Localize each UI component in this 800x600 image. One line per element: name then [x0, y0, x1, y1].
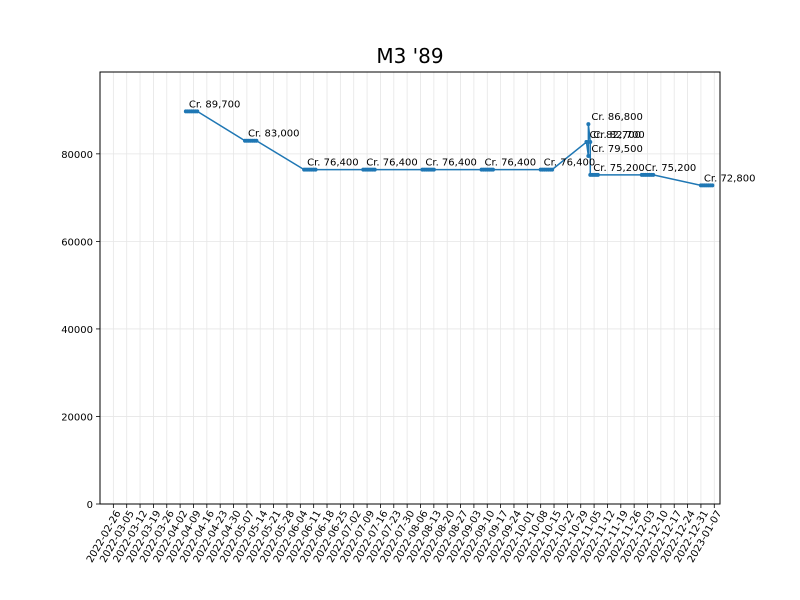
- data-label: Cr. 86,800: [591, 112, 643, 123]
- data-label: Cr. 89,700: [189, 99, 241, 110]
- data-point: [254, 138, 259, 143]
- data-point: [550, 167, 555, 172]
- data-point: [710, 183, 715, 188]
- data-point: [372, 167, 377, 172]
- series-layer: [183, 109, 715, 188]
- data-label: Cr. 83,000: [248, 129, 300, 140]
- data-label: Cr. 76,400: [544, 158, 596, 169]
- data-label: Cr. 82,700: [589, 130, 641, 141]
- data-point: [195, 109, 200, 114]
- data-point: [586, 122, 591, 127]
- data-label: Cr. 76,400: [307, 158, 359, 169]
- data-label: Cr. 75,200: [645, 163, 697, 174]
- data-label: Cr. 79,500: [591, 144, 643, 155]
- data-point: [431, 167, 436, 172]
- y-tick-label: 0: [87, 500, 93, 511]
- data-point: [313, 167, 318, 172]
- data-point: [595, 172, 600, 177]
- y-tick-label: 20000: [61, 412, 93, 423]
- y-axis: 0 20000 40000 60000 80000: [61, 150, 100, 511]
- y-tick-label: 40000: [61, 325, 93, 336]
- data-point: [584, 140, 589, 145]
- plot-frame: [99, 71, 721, 505]
- y-gridlines: [100, 153, 720, 505]
- y-tick-label: 80000: [61, 150, 93, 161]
- data-point: [490, 167, 495, 172]
- x-axis: 2022-02-262022-03-052022-03-122022-03-19…: [85, 504, 724, 565]
- data-point: [586, 154, 591, 159]
- data-point: [651, 172, 656, 177]
- data-point: [588, 140, 593, 145]
- data-label: Cr. 75,200: [593, 163, 645, 174]
- data-label: Cr. 76,400: [366, 158, 418, 169]
- data-label: Cr. 76,400: [425, 158, 477, 169]
- y-tick-label: 60000: [61, 237, 93, 248]
- data-label: Cr. 82,700: [593, 130, 645, 141]
- chart-title: M3 '89: [376, 44, 443, 68]
- data-label: Cr. 72,800: [704, 173, 756, 184]
- x-gridlines: [112, 72, 715, 504]
- data-label: Cr. 76,400: [485, 158, 537, 169]
- data-label-layer: Cr. 89,700 Cr. 83,000 Cr. 76,400 Cr. 76,400…: [189, 99, 756, 184]
